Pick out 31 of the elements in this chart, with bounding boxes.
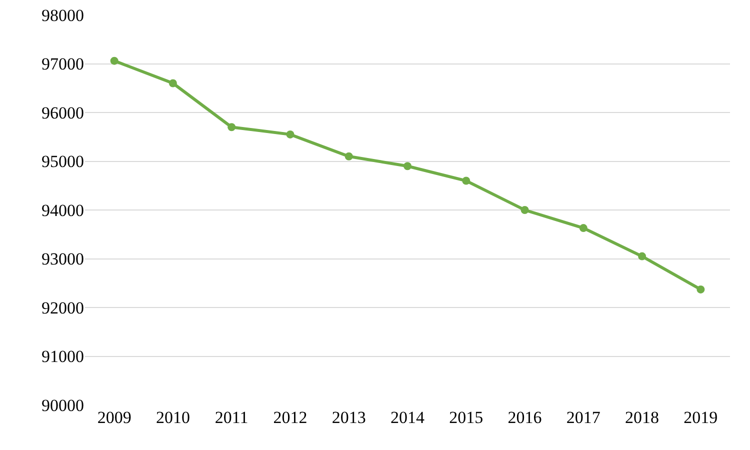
point [228, 123, 236, 132]
y-tick-label: 96000 [42, 103, 84, 122]
y-tick-label: 91000 [42, 347, 84, 366]
x-tick-label: 2015 [449, 408, 484, 427]
point [520, 206, 529, 214]
x-tick-label: 2017 [566, 408, 601, 427]
point [462, 176, 470, 185]
x-tick-label: 2012 [273, 408, 308, 427]
x-tick-label: 2013 [332, 408, 366, 427]
point [110, 56, 118, 65]
point [344, 152, 353, 160]
y-tick-label: 94000 [42, 200, 84, 220]
x-tick-label: 2018 [625, 408, 660, 427]
x-tick-label: 2010 [156, 408, 190, 427]
y-tick-label: 92000 [42, 298, 84, 318]
point [404, 162, 412, 170]
point [286, 130, 294, 138]
point [638, 252, 646, 260]
x-tick-label: 2011 [214, 408, 248, 427]
y-tick-label: 93000 [42, 250, 84, 269]
x-tick-label: 2009 [97, 408, 132, 427]
y-tick-label: 97000 [42, 54, 84, 74]
y-tick-label: 98000 [42, 6, 84, 25]
point [168, 79, 177, 88]
x-tick-label: 2019 [684, 408, 718, 427]
point [579, 224, 588, 232]
y-tick-label: 95000 [42, 152, 84, 172]
x-tick-label: 2014 [390, 408, 425, 427]
y-tick-label: 90000 [42, 396, 84, 415]
x-tick-label: 2016 [508, 408, 542, 427]
point [696, 285, 705, 294]
